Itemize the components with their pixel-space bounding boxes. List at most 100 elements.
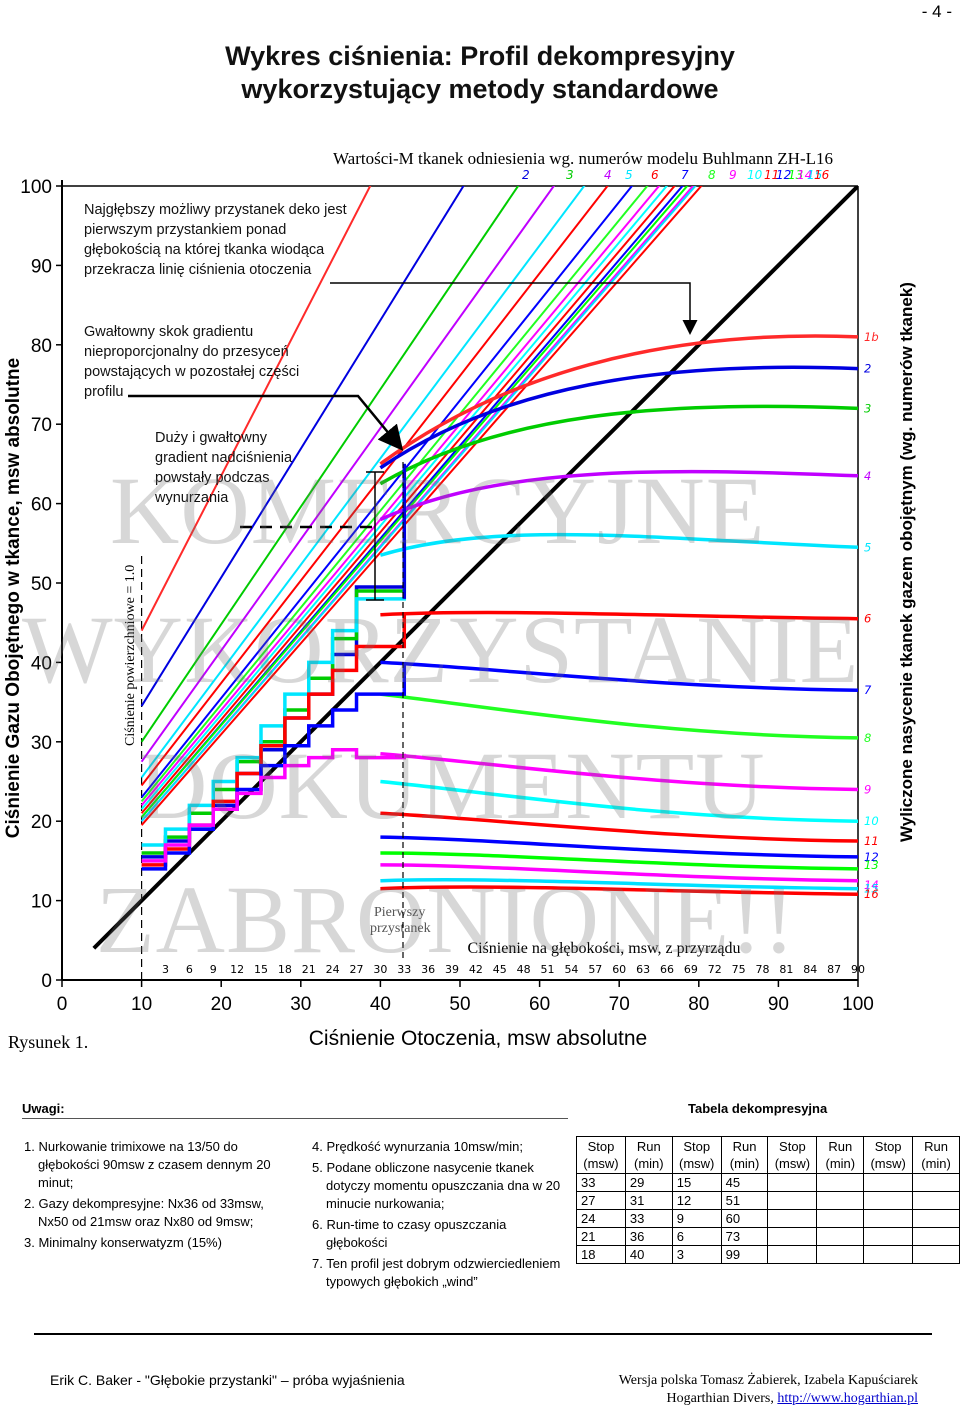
annotation-deepest-stop: Najgłębszy możliwy przystanek deko jest …	[84, 202, 347, 278]
tissue-curve-11	[380, 811, 858, 843]
depth-tick-36: 36	[421, 963, 435, 976]
table-cell	[912, 1245, 960, 1264]
tissue-curve-16	[380, 885, 858, 896]
m-value-line-2	[140, 186, 465, 707]
tissue-curve-3	[379, 404, 858, 486]
pressure-chart: 0 10 20 30 40 50 60 70 80 90 100 0 10 20 30 40 50 60 70 80 9…	[3, 149, 916, 1050]
chart-axes: 0 10 20 30 40 50 60 70 80 90 100 0 10 20 30 40 50 60 70 80 9…	[20, 177, 874, 1015]
tissue-curve-2	[379, 365, 858, 470]
table-cell: 29	[624, 1173, 673, 1192]
depth-tick-6: 6	[186, 963, 193, 976]
table-cell: 33	[624, 1209, 673, 1228]
m-value-label-6: 6	[651, 168, 659, 182]
staircase-5	[141, 551, 407, 847]
m-value-line-7	[140, 186, 634, 799]
table-cell	[863, 1173, 914, 1192]
x-tick-label-60: 60	[529, 994, 550, 1015]
table-row: 21 36 6 73	[576, 1227, 960, 1246]
table-header-cell: Run (min)	[624, 1136, 673, 1174]
depth-tick-12: 12	[230, 963, 244, 976]
tissue-label-15: 15	[864, 882, 879, 896]
footer-site: Hogarthian Divers, http://www.hogarthian…	[666, 1391, 918, 1406]
y-tick-label-90: 90	[31, 256, 52, 277]
table-cell	[767, 1227, 818, 1246]
depth-tick-72: 72	[708, 963, 722, 976]
tissue-label-14: 14	[864, 878, 879, 892]
footer-link[interactable]: http://www.hogarthian.pl	[777, 1391, 918, 1406]
table-cell	[767, 1245, 818, 1264]
tissue-curves	[379, 334, 858, 896]
table-cell	[863, 1191, 914, 1210]
title-line-2: wykorzystujący metody standardowe	[241, 74, 719, 104]
y-tick-label-80: 80	[31, 336, 52, 357]
m-value-label-12: 12	[776, 168, 791, 182]
table-cell: 24	[576, 1209, 626, 1228]
tissue-label-10: 10	[864, 814, 879, 828]
table-cell	[816, 1173, 865, 1192]
tissue-curve-14	[380, 863, 858, 883]
note-line: 5. Podane obliczone nasycenie tkanek	[312, 1160, 534, 1175]
footer-rule	[34, 1333, 932, 1335]
depth-tick-69: 69	[684, 963, 698, 976]
m-value-label-14: 14	[797, 168, 812, 182]
table-cell	[767, 1191, 818, 1210]
tissue-label-8: 8	[864, 731, 871, 745]
note-line: 4. Prędkość wynurzania 10msw/min;	[312, 1139, 523, 1154]
table-cell	[767, 1209, 818, 1228]
table-header-cell: Stop (msw)	[671, 1136, 722, 1174]
note-item: 3. Minimalny konserwatyzm (15%)	[24, 1234, 294, 1252]
tissue-label-9: 9	[864, 782, 871, 796]
depth-tick-45: 45	[493, 963, 507, 976]
footer-translators: Wersja polska Tomasz Żabierek, Izabela K…	[618, 1373, 918, 1388]
y-tick-label-10: 10	[31, 892, 52, 913]
note-line: dotyczy momentu opuszczania dna w 20	[326, 1178, 561, 1193]
table-row: 24 33 9 60	[576, 1209, 960, 1228]
tissue-label-6: 6	[864, 612, 871, 626]
depth-tick-90: 90	[851, 963, 865, 976]
surface-pressure-label: Ciśnienie powierzchniowe = 1.0	[123, 565, 138, 746]
annotation-gradient-jump: Gwałtowny skok gradientu nieproporcjonal…	[84, 324, 300, 400]
table-cell: 73	[720, 1227, 769, 1246]
m-value-label-5: 5	[625, 168, 633, 182]
depth-tick-75: 75	[732, 963, 746, 976]
note-line: minucie nurkowania;	[326, 1196, 445, 1211]
note-line: 7. Ten profil jest dobrym odzwierciedlen…	[312, 1256, 561, 1271]
y-tick-label-100: 100	[20, 177, 52, 198]
tissue-label-7: 7	[864, 683, 872, 697]
staircase-2	[141, 463, 407, 859]
depth-tick-78: 78	[755, 963, 769, 976]
note-item: 2. Gazy dekompresyjne: Nx36 od 33msw, Nx5…	[24, 1195, 294, 1231]
tissue-staircases	[141, 463, 407, 871]
notes-divider	[22, 1118, 568, 1119]
table-cell: 45	[720, 1173, 769, 1192]
table-cell: 51	[720, 1191, 769, 1210]
m-value-line-16	[140, 186, 703, 826]
m-value-line-4	[140, 186, 556, 763]
m-value-label-13: 13	[788, 168, 803, 182]
footer-left: Erik C. Baker - "Głębokie przystanki" – …	[50, 1372, 405, 1388]
deco-table: Stop (msw) Run (min) Stop (msw) Run (min) Stop (m…	[576, 1136, 960, 1264]
y-tick-label-30: 30	[31, 733, 52, 754]
table-cell: 27	[576, 1191, 626, 1210]
depth-tick-33: 33	[397, 963, 411, 976]
table-cell: 12	[671, 1191, 722, 1210]
tissue-label-13: 13	[864, 858, 879, 872]
table-cell	[912, 1191, 960, 1210]
table-cell: 18	[576, 1245, 626, 1264]
table-header-cell: Stop (msw)	[767, 1136, 818, 1174]
notes-header: Uwagi:	[22, 1101, 65, 1116]
footer-right: Wersja polska Tomasz Żabierek, Izabela K…	[619, 1372, 918, 1408]
note-line: minut;	[38, 1175, 74, 1190]
table-cell	[912, 1209, 960, 1228]
tissue-curve-10	[380, 779, 858, 823]
x-tick-label-100: 100	[842, 994, 874, 1015]
m-value-label-3: 3	[566, 168, 574, 182]
tissue-curve-12	[380, 835, 858, 859]
table-cell: 40	[624, 1245, 673, 1264]
depth-tick-42: 42	[469, 963, 483, 976]
m-value-label-11: 11	[764, 168, 779, 182]
depth-tick-63: 63	[636, 963, 650, 976]
depth-tick-30: 30	[373, 963, 387, 976]
table-header-cell: Stop (msw)	[863, 1136, 914, 1174]
table-cell: 33	[576, 1173, 626, 1192]
